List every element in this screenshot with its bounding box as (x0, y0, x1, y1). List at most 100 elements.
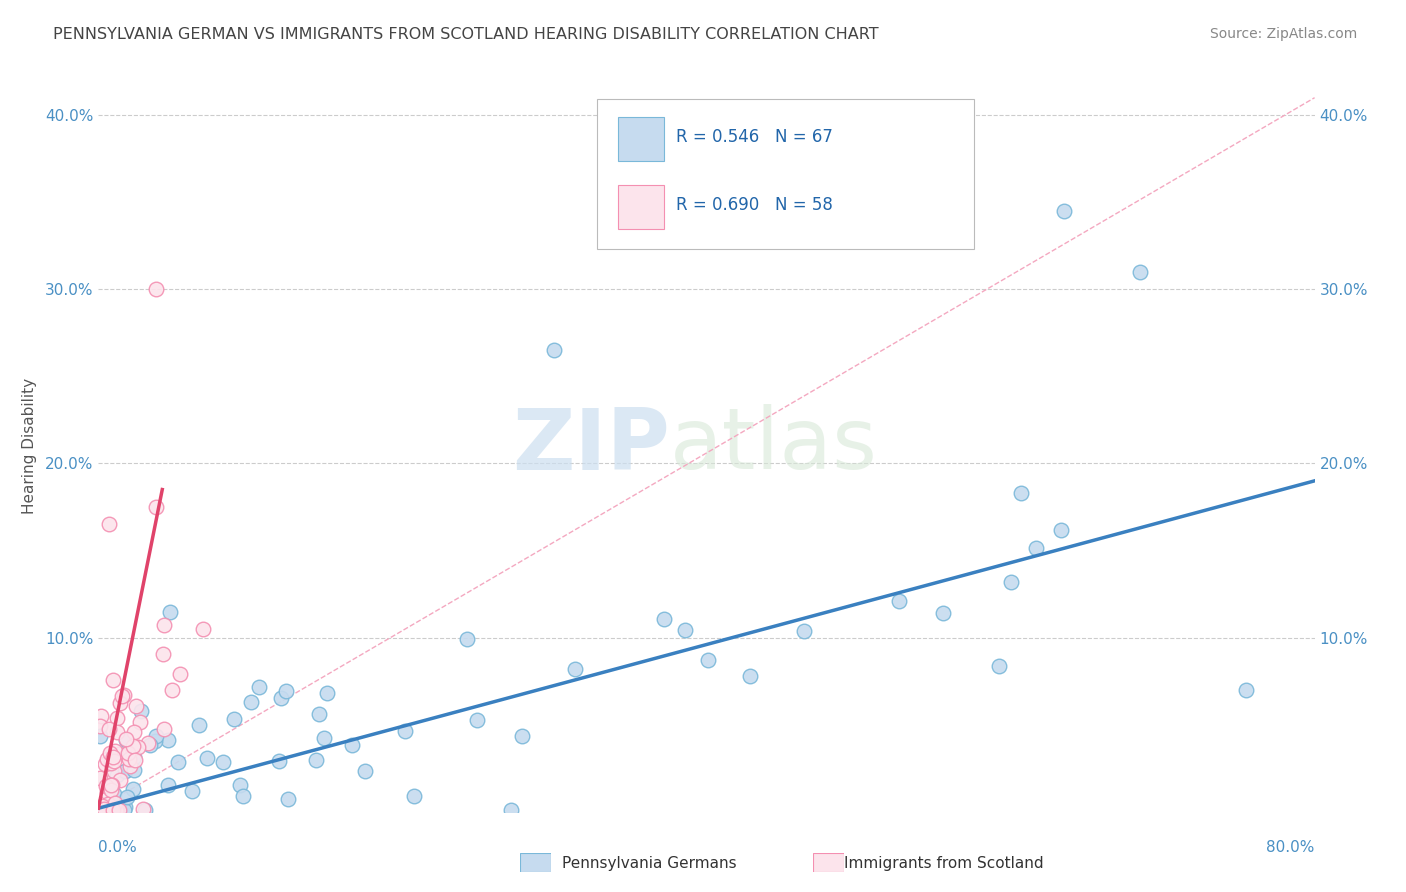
Text: R = 0.690   N = 58: R = 0.690 N = 58 (676, 196, 832, 214)
Point (93, 756, 115, 771)
Point (115, 732, 138, 747)
Point (159, 605, 181, 619)
Point (564, 662, 586, 676)
Point (103, 764, 125, 779)
Point (96, 752, 118, 766)
Point (122, 750, 145, 764)
Point (1053, 203, 1076, 218)
Point (145, 500, 167, 514)
Point (145, 282, 167, 296)
Point (97, 722, 120, 736)
Point (104, 803, 127, 817)
Point (94, 779, 117, 793)
Point (107, 803, 129, 817)
Point (232, 789, 254, 804)
Point (654, 612, 676, 626)
FancyBboxPatch shape (617, 117, 664, 161)
Point (308, 707, 330, 722)
Point (98, 803, 121, 817)
Point (122, 739, 145, 753)
Point (112, 803, 135, 817)
Text: Pennsylvania Germans: Pennsylvania Germans (562, 856, 737, 871)
Point (316, 686, 339, 700)
Point (152, 647, 174, 661)
Point (100, 778, 122, 792)
Point (103, 803, 125, 817)
Point (191, 623, 214, 637)
Point (673, 623, 696, 637)
Point (156, 733, 179, 747)
Text: atlas: atlas (671, 404, 877, 488)
Point (269, 754, 291, 768)
Point (1050, 523, 1073, 537)
Point (212, 755, 235, 769)
Point (105, 725, 128, 739)
Point (118, 758, 141, 772)
Point (1129, 265, 1152, 279)
Point (181, 783, 204, 797)
Point (404, 789, 426, 804)
Point (128, 714, 150, 729)
Point (93, 801, 115, 815)
Point (115, 731, 138, 746)
Point (127, 740, 149, 755)
FancyBboxPatch shape (598, 98, 974, 249)
Point (91, 798, 114, 813)
Point (887, 593, 910, 607)
Point (932, 607, 955, 621)
Point (353, 764, 375, 778)
Point (153, 617, 176, 632)
Point (105, 768, 128, 782)
Point (143, 734, 166, 748)
Point (125, 698, 148, 713)
Point (543, 343, 565, 358)
Point (100, 783, 122, 797)
Point (465, 713, 488, 727)
Point (987, 659, 1010, 673)
Point (314, 731, 336, 746)
Point (97, 797, 120, 811)
Point (103, 754, 125, 768)
Point (105, 711, 128, 725)
Point (105, 803, 128, 817)
Point (108, 773, 131, 788)
Point (456, 632, 478, 647)
Text: PENNSYLVANIA GERMAN VS IMMIGRANTS FROM SCOTLAND HEARING DISABILITY CORRELATION C: PENNSYLVANIA GERMAN VS IMMIGRANTS FROM S… (53, 27, 879, 42)
Point (90, 709, 112, 723)
Point (160, 683, 183, 698)
Y-axis label: Hearing Disability: Hearing Disability (21, 378, 37, 514)
Text: 0.0%: 0.0% (98, 839, 138, 855)
Point (100, 756, 122, 770)
Point (124, 753, 146, 767)
Point (136, 736, 159, 750)
Point (91, 803, 114, 817)
Point (1025, 541, 1047, 555)
Text: Immigrants from Scotland: Immigrants from Scotland (844, 856, 1043, 871)
Text: Source: ZipAtlas.com: Source: ZipAtlas.com (1209, 27, 1357, 41)
Point (100, 803, 122, 817)
Point (103, 787, 125, 801)
Point (122, 724, 145, 739)
Point (499, 803, 522, 817)
Point (195, 751, 218, 765)
Point (108, 696, 131, 710)
Point (132, 802, 155, 816)
Point (240, 695, 263, 709)
Point (124, 763, 146, 777)
Point (224, 712, 246, 726)
Point (100, 794, 122, 808)
Point (139, 738, 162, 752)
Point (100, 778, 122, 792)
Point (1234, 682, 1257, 697)
Point (394, 724, 416, 739)
FancyBboxPatch shape (617, 185, 664, 228)
Point (98, 746, 121, 760)
Point (342, 739, 364, 753)
Point (270, 690, 292, 705)
Point (117, 746, 139, 760)
Point (274, 683, 297, 698)
Point (1010, 486, 1032, 500)
Point (167, 755, 190, 769)
Point (111, 690, 134, 704)
Point (89, 771, 111, 785)
